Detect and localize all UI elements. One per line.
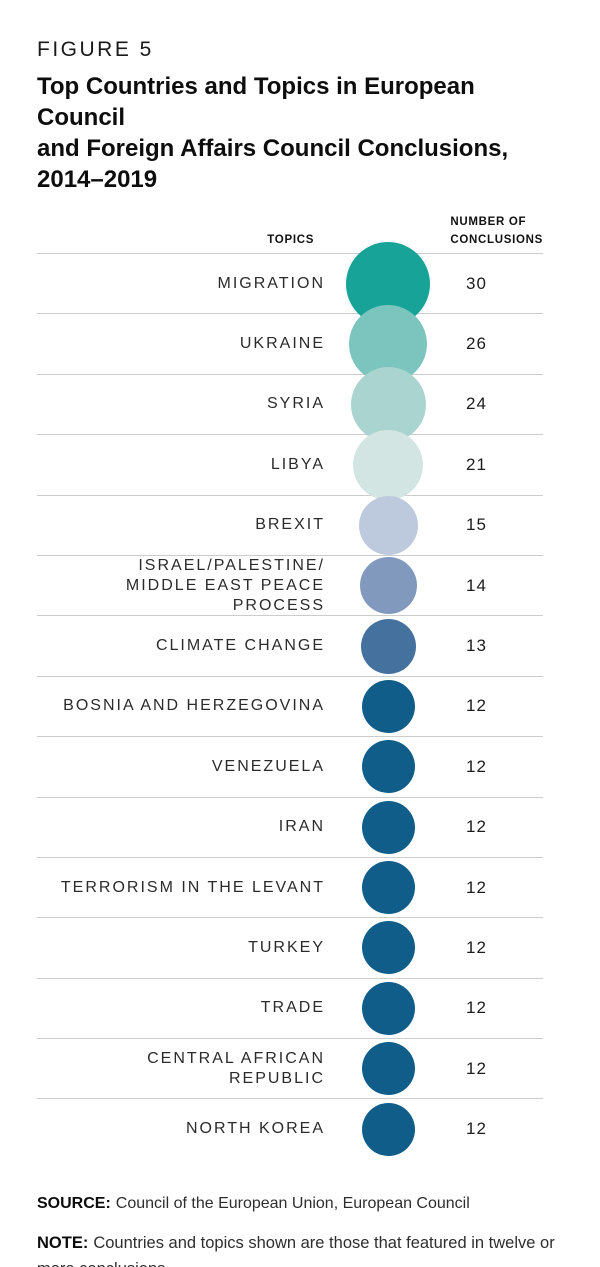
- conclusions-bubble: [358, 495, 418, 555]
- conclusions-bubble: [361, 861, 415, 915]
- topic-label: UKRAINE: [239, 335, 325, 353]
- number-of-conclusions-column-header: NUMBER OF CONCLUSIONS: [450, 216, 543, 246]
- conclusions-value: 24: [466, 394, 487, 414]
- figure-number-label: FIGURE 5: [37, 38, 154, 61]
- table-row: IRAN 12: [37, 796, 543, 857]
- topic-label: VENEZUELA: [211, 757, 325, 775]
- conclusions-value: 21: [466, 454, 487, 474]
- table-row: CLIMATE CHANGE 13: [37, 615, 543, 675]
- conclusions-bubble: [360, 618, 416, 674]
- topic-label: LIBYA: [270, 455, 325, 473]
- figure-title: Top Countries and Topics in European Cou…: [37, 71, 562, 195]
- conclusions-value: 12: [466, 1119, 487, 1139]
- conclusions-value: 12: [466, 1058, 487, 1078]
- conclusions-value: 12: [466, 937, 487, 957]
- topics-column-header: TOPICS: [267, 234, 315, 246]
- conclusions-bubble: [361, 981, 415, 1035]
- topic-label: NORTH KOREA: [185, 1120, 325, 1138]
- conclusions-bubble: [361, 1042, 415, 1096]
- source-label: SOURCE:: [37, 1194, 111, 1212]
- topic-label: CLIMATE CHANGE: [155, 637, 325, 655]
- figure-title-line-2: and Foreign Affairs Council Conclusions,: [37, 135, 509, 162]
- conclusions-bubble: [361, 1102, 415, 1156]
- table-row: MIGRATION 30: [37, 241, 543, 326]
- table-row: ISRAEL/PALESTINE/MIDDLE EAST PEACE PROCE…: [37, 554, 543, 615]
- conclusions-value: 30: [466, 273, 487, 293]
- table-row: TERRORISM IN THE LEVANT 12: [37, 856, 543, 917]
- conclusions-value: 15: [466, 515, 487, 535]
- conclusions-bubble: [350, 366, 426, 442]
- topic-label: MIGRATION: [217, 274, 325, 292]
- conclusions-value: 12: [466, 696, 487, 716]
- conclusions-bubble: [361, 921, 415, 975]
- source-line: SOURCE: Council of the European Union, Eu…: [37, 1195, 577, 1213]
- table-row: NORTH KOREA 12: [37, 1098, 543, 1158]
- conclusions-bubble: [361, 679, 415, 733]
- topic-label: ISRAEL/PALESTINE/MIDDLE EAST PEACE PROCE…: [125, 556, 325, 614]
- topic-label: CENTRAL AFRICAN REPUBLIC: [147, 1049, 325, 1087]
- table-row: CENTRAL AFRICAN REPUBLIC 12: [37, 1038, 543, 1098]
- topic-label: BREXIT: [255, 516, 325, 534]
- conclusions-bubble: [359, 557, 417, 615]
- table-row: LIBYA 21: [37, 429, 543, 500]
- topic-label: TRADE: [260, 999, 325, 1017]
- figure-title-line-1: Top Countries and Topics in European Cou…: [37, 73, 475, 131]
- conclusions-value: 12: [466, 817, 487, 837]
- table-row: BREXIT 15: [37, 494, 543, 555]
- conclusions-value: 12: [466, 877, 487, 897]
- note-line: NOTE: Countries and topics shown are thos…: [37, 1230, 577, 1267]
- conclusions-bubble: [353, 429, 423, 500]
- topic-label: TURKEY: [248, 938, 325, 956]
- table-row: SYRIA 24: [37, 366, 543, 442]
- table-row: BOSNIA AND HERZEGOVINA 12: [37, 675, 543, 736]
- figure-footer: SOURCE: Council of the European Union, Eu…: [37, 1195, 577, 1267]
- bubble-chart: TOPICS NUMBER OF CONCLUSIONS MIGRATION 30…: [37, 212, 543, 1159]
- note-text: Countries and topics shown are those tha…: [37, 1233, 555, 1267]
- conclusions-value: 26: [466, 334, 487, 354]
- conclusions-bubble: [361, 740, 415, 794]
- conclusions-bubble: [361, 800, 415, 854]
- topic-label: BOSNIA AND HERZEGOVINA: [63, 697, 325, 715]
- topic-label: TERRORISM IN THE LEVANT: [60, 878, 325, 896]
- note-label: NOTE:: [37, 1233, 89, 1252]
- conclusions-value: 13: [466, 636, 487, 656]
- table-row: VENEZUELA 12: [37, 736, 543, 796]
- chart-rows: MIGRATION 30 UKRAINE 26 SYRIA 24 LIBYA 21 BREXIT…: [37, 241, 543, 1159]
- topic-label: SYRIA: [266, 395, 325, 413]
- conclusions-value: 14: [466, 575, 487, 595]
- source-text: Council of the European Union, European …: [115, 1194, 470, 1212]
- table-row: TURKEY 12: [37, 917, 543, 977]
- figure-title-line-3: 2014–2019: [37, 166, 158, 193]
- conclusions-value: 12: [466, 756, 487, 776]
- table-row: TRADE 12: [37, 977, 543, 1038]
- topic-label: IRAN: [278, 818, 325, 836]
- table-row: UKRAINE 26: [37, 305, 543, 384]
- conclusions-value: 12: [466, 998, 487, 1018]
- chart-header-row: TOPICS NUMBER OF CONCLUSIONS: [37, 212, 543, 253]
